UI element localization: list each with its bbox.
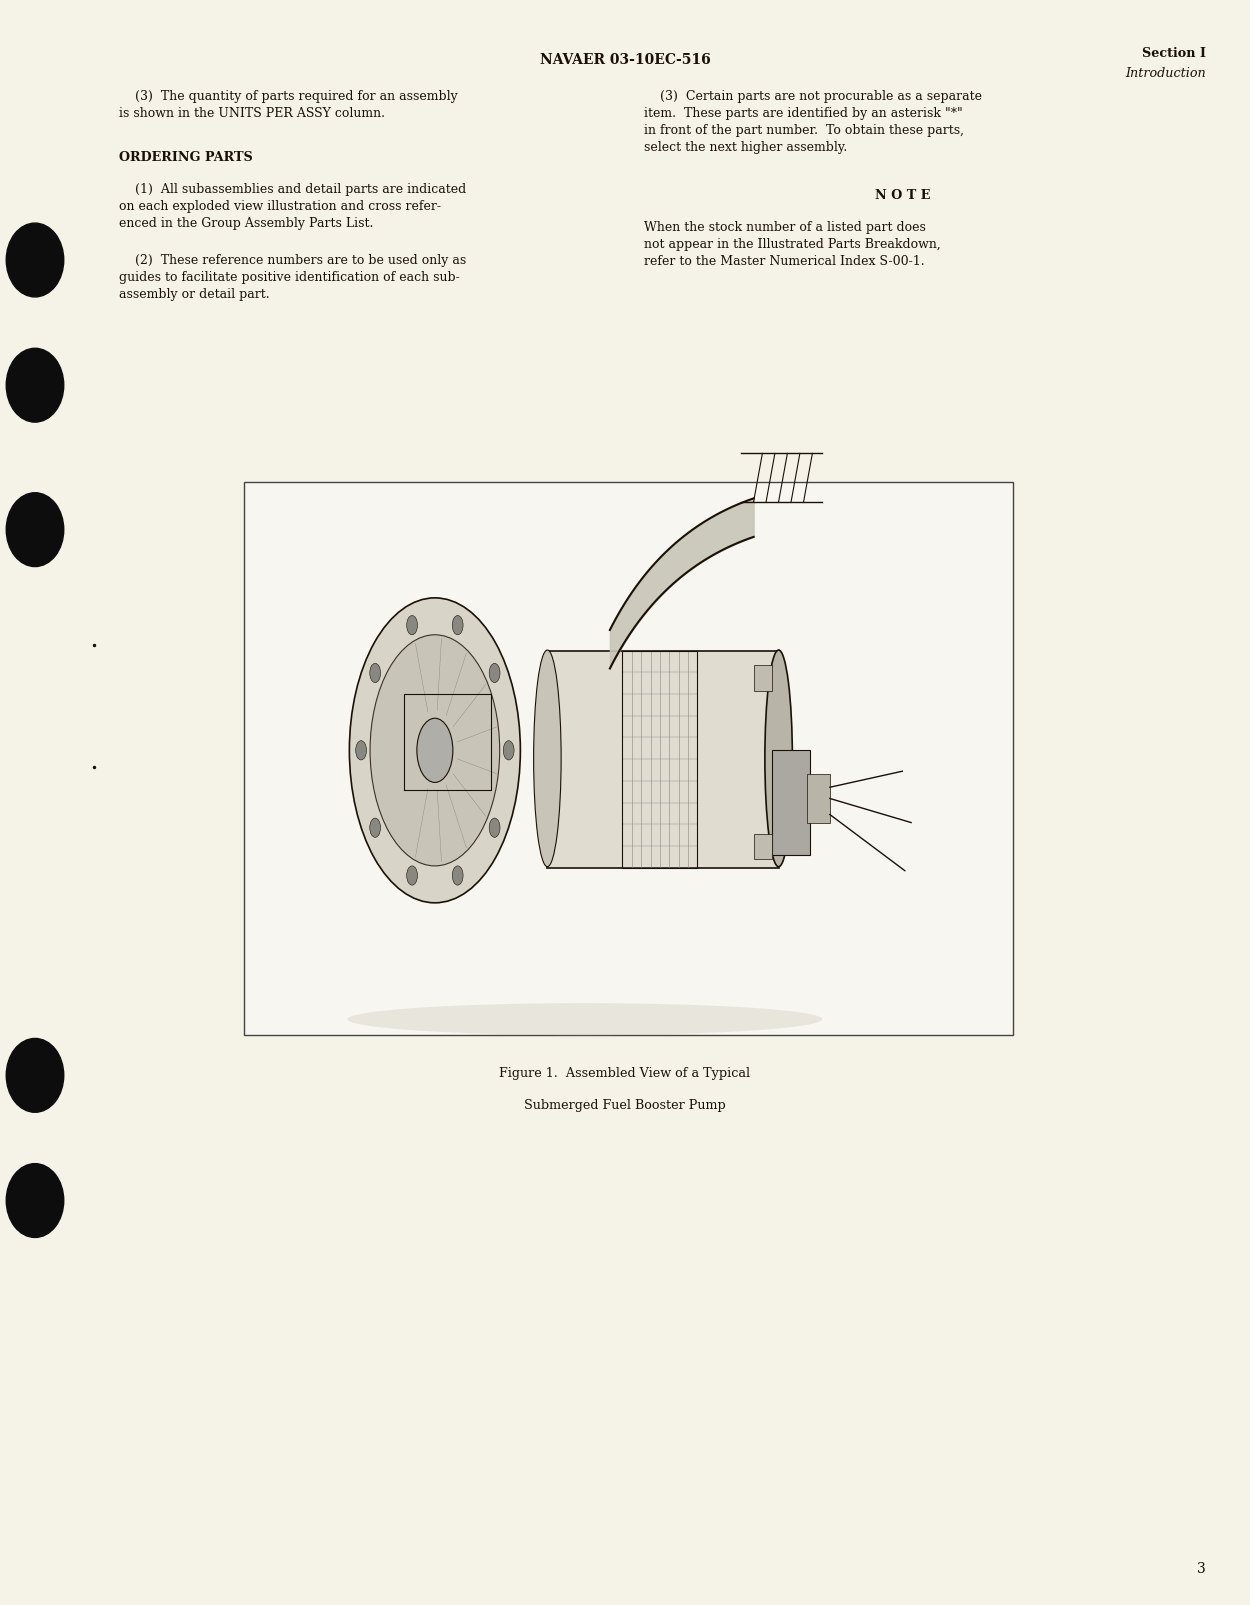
Ellipse shape — [406, 616, 418, 636]
Text: (1)  All subassemblies and detail parts are indicated
on each exploded view illu: (1) All subassemblies and detail parts a… — [119, 183, 466, 230]
Bar — [548, 652, 779, 867]
Text: Introduction: Introduction — [1125, 67, 1206, 80]
Bar — [622, 652, 698, 867]
Circle shape — [6, 1038, 64, 1112]
Bar — [772, 751, 810, 855]
Bar — [808, 775, 830, 823]
Text: N O T E: N O T E — [875, 189, 930, 202]
Text: Submerged Fuel Booster Pump: Submerged Fuel Booster Pump — [524, 1099, 726, 1112]
Bar — [244, 482, 1012, 1035]
Circle shape — [6, 348, 64, 422]
Bar — [754, 664, 772, 690]
Text: 3: 3 — [1198, 1562, 1206, 1576]
Ellipse shape — [370, 663, 380, 682]
Ellipse shape — [370, 819, 380, 838]
Ellipse shape — [534, 650, 561, 867]
Ellipse shape — [350, 599, 520, 902]
Bar — [754, 835, 772, 860]
Text: (2)  These reference numbers are to be used only as
guides to facilitate positiv: (2) These reference numbers are to be us… — [119, 254, 466, 300]
Ellipse shape — [504, 742, 514, 761]
Ellipse shape — [348, 1003, 822, 1035]
Text: (3)  The quantity of parts required for an assembly
is shown in the UNITS PER AS: (3) The quantity of parts required for a… — [119, 90, 458, 120]
Ellipse shape — [489, 819, 500, 838]
Ellipse shape — [765, 650, 792, 867]
Text: ORDERING PARTS: ORDERING PARTS — [119, 151, 253, 164]
Ellipse shape — [489, 663, 500, 682]
Ellipse shape — [406, 865, 418, 884]
Circle shape — [6, 1164, 64, 1237]
Text: (3)  Certain parts are not procurable as a separate
item.  These parts are ident: (3) Certain parts are not procurable as … — [644, 90, 981, 154]
Text: NAVAER 03-10EC-516: NAVAER 03-10EC-516 — [540, 53, 710, 67]
Ellipse shape — [452, 616, 462, 636]
Ellipse shape — [370, 634, 500, 867]
Ellipse shape — [356, 742, 366, 761]
Text: Section I: Section I — [1142, 47, 1206, 59]
Text: Figure 1.  Assembled View of a Typical: Figure 1. Assembled View of a Typical — [500, 1067, 750, 1080]
Circle shape — [6, 223, 64, 297]
Circle shape — [6, 493, 64, 567]
Ellipse shape — [418, 719, 452, 783]
Ellipse shape — [452, 865, 462, 884]
Text: When the stock number of a listed part does
not appear in the Illustrated Parts : When the stock number of a listed part d… — [644, 221, 940, 268]
